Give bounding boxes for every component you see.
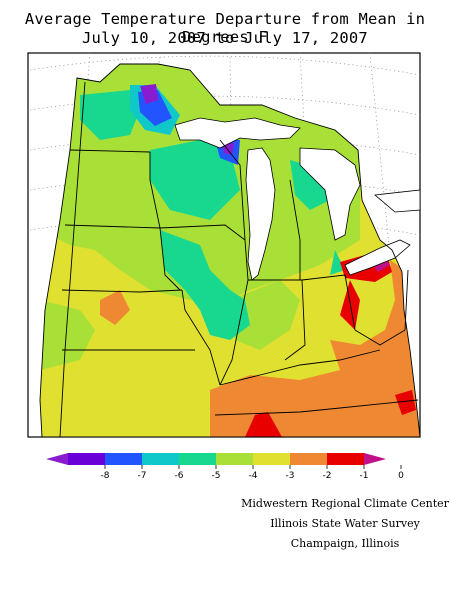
- lake-erie: [344, 239, 411, 276]
- legend-color-box: [253, 453, 290, 465]
- lake-ontario-edge: [374, 189, 421, 213]
- credit-line2: Illinois State Water Survey: [270, 517, 420, 530]
- legend-tick-label: 0: [398, 471, 404, 481]
- state-boundaries: [39, 63, 421, 438]
- legend-arrow-left: [46, 453, 68, 465]
- legend-tick-label: -2: [323, 471, 332, 481]
- legend-tick-label: -6: [175, 471, 184, 481]
- legend-color-box: [216, 453, 253, 465]
- great-lakes: [174, 117, 421, 281]
- map-title-line1: Average Temperature Departure from Mean …: [24, 10, 426, 46]
- map-title-line2: July 10, 2007 to July 17, 2007: [82, 29, 368, 47]
- legend-ticks: -8 -7 -6 -5 -4 -3 -2 -1 0: [101, 465, 404, 481]
- lake-superior: [174, 117, 301, 149]
- legend-color-box: [179, 453, 216, 465]
- legend-tick-label: -5: [212, 471, 221, 481]
- legend-color-box: [105, 453, 142, 465]
- legend-tick-label: -1: [360, 471, 369, 481]
- legend-bar: [46, 453, 386, 465]
- legend-tick-label: -7: [138, 471, 147, 481]
- lake-huron: [299, 147, 361, 241]
- legend-tick-label: -3: [286, 471, 295, 481]
- legend-tick-label: -8: [101, 471, 110, 481]
- legend-arrow-right: [364, 453, 386, 465]
- lake-michigan: [245, 147, 276, 281]
- legend-color-box: [142, 453, 179, 465]
- legend-color-box: [68, 453, 105, 465]
- credit-line3: Champaign, Illinois: [290, 537, 400, 550]
- legend-tick-label: -4: [249, 471, 258, 481]
- legend-color-box: [290, 453, 327, 465]
- credit-line1: Midwestern Regional Climate Center: [241, 497, 449, 510]
- legend-color-box: [327, 453, 364, 465]
